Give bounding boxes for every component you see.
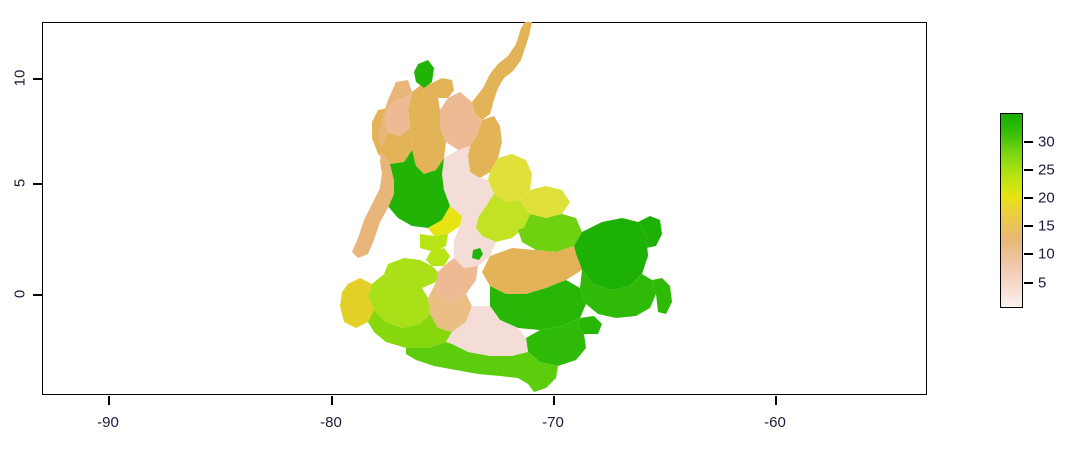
y-tick-mark-2 [33,78,42,80]
legend-tick-mark-5 [1024,282,1033,284]
legend-tick-mark-25 [1024,169,1033,171]
y-tick-mark-1 [33,183,42,185]
y-tick-label-2: 10 [11,69,29,87]
legend-colorbar [1000,113,1023,308]
legend-tick-mark-10 [1024,253,1033,255]
legend-label-20: 20 [1038,189,1055,207]
x-tick-mark-3 [775,396,777,405]
legend-tick-mark-15 [1024,225,1033,227]
legend-label-5: 5 [1038,274,1047,292]
x-tick-mark-1 [331,396,333,405]
legend-label-10: 10 [1038,245,1055,263]
y-tick-label-0: 0 [11,289,29,299]
x-tick-label-3: -60 [764,414,786,431]
plot-frame [42,22,927,395]
x-tick-mark-0 [108,396,110,405]
x-tick-mark-2 [553,396,555,405]
legend-tick-mark-20 [1024,197,1033,199]
x-tick-label-0: -90 [97,414,119,431]
legend-label-15: 15 [1038,217,1055,235]
legend-label-30: 30 [1038,133,1055,151]
y-tick-mark-0 [33,294,42,296]
x-tick-label-1: -80 [320,414,342,431]
y-tick-label-1: 5 [11,178,29,188]
x-tick-label-2: -70 [542,414,564,431]
legend-tick-mark-30 [1024,141,1033,143]
legend-label-25: 25 [1038,161,1055,179]
